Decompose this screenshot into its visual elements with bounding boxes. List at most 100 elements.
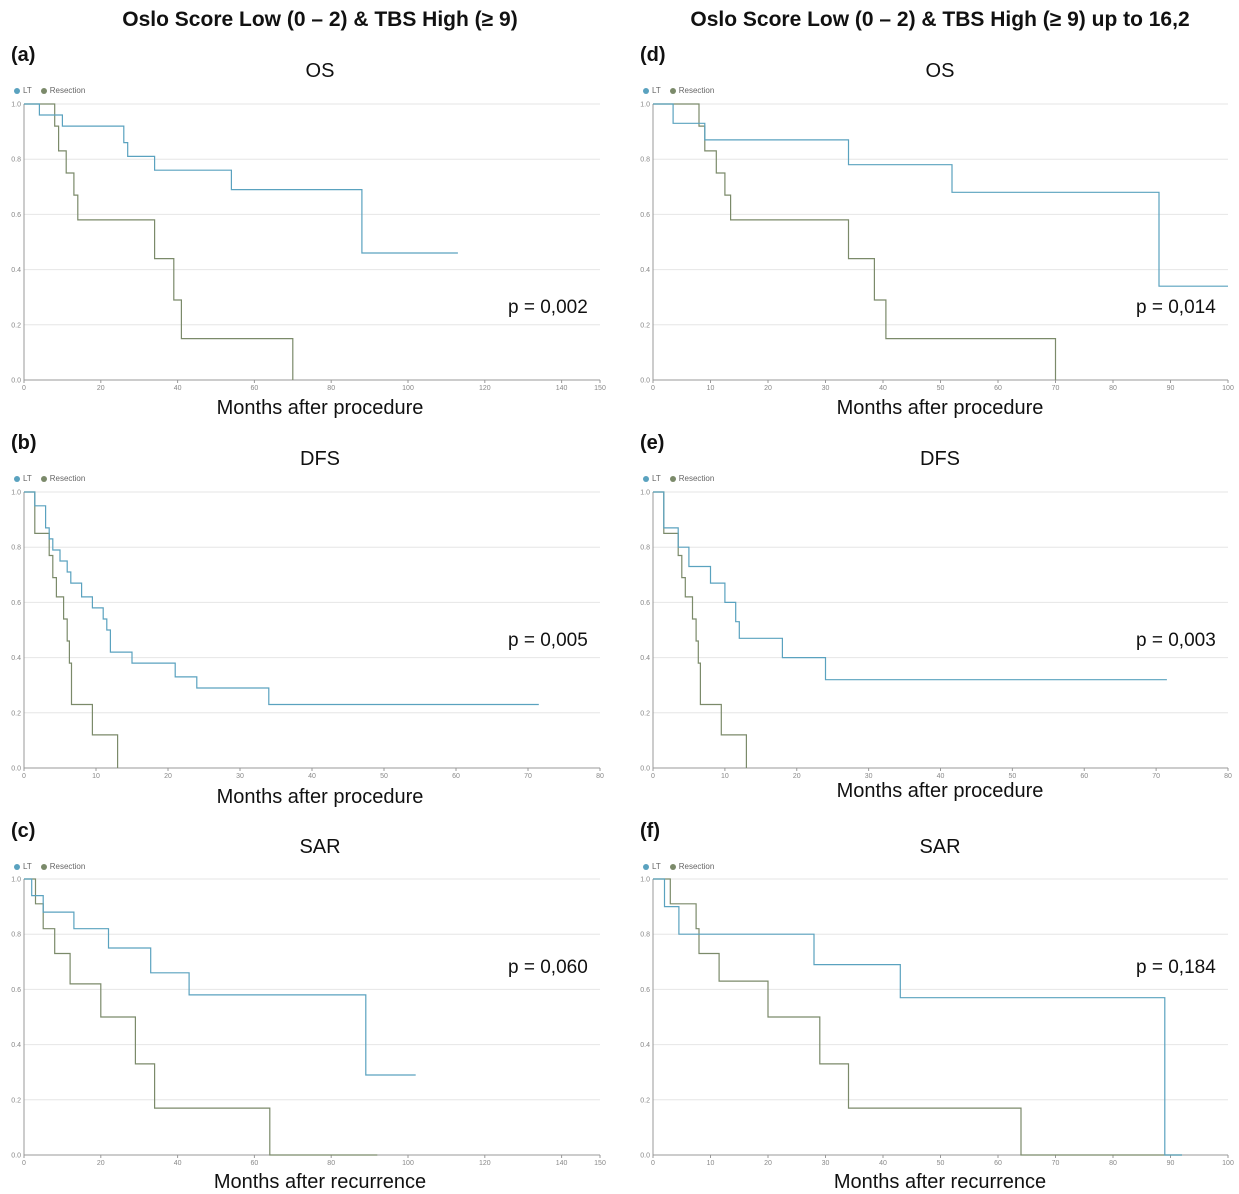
x-tick-label: 10	[707, 385, 715, 392]
y-tick-label: 0.6	[11, 212, 21, 219]
p-value-a: p = 0,002	[508, 297, 588, 318]
legend-label-lt: LT	[652, 474, 661, 483]
y-tick-label: 1.0	[11, 877, 21, 884]
x-tick-label: 10	[707, 1160, 715, 1167]
x-axis-label-b: Months after procedure	[216, 786, 424, 808]
column-title-right: Oslo Score Low (0 – 2) & TBS High (≥ 9) …	[690, 8, 1190, 31]
y-tick-label: 0.0	[640, 766, 650, 773]
series-line-resection	[653, 491, 747, 768]
x-tick-label: 150	[594, 385, 606, 392]
x-tick-label: 20	[164, 773, 172, 780]
legend-item-lt: LT	[14, 474, 32, 483]
x-tick-label: 40	[308, 773, 316, 780]
x-tick-label: 30	[865, 773, 873, 780]
x-tick-label: 80	[1224, 773, 1232, 780]
x-tick-label: 80	[596, 773, 604, 780]
y-tick-label: 1.0	[640, 102, 650, 109]
y-tick-label: 0.2	[11, 1097, 21, 1104]
y-tick-label: 0.0	[640, 378, 650, 385]
series-line-resection	[24, 103, 294, 380]
x-tick-label: 80	[327, 1160, 335, 1167]
legend-item-lt: LT	[14, 86, 32, 95]
panel-label-f: (f)	[640, 820, 660, 842]
x-tick-label: 60	[1080, 773, 1088, 780]
y-tick-label: 0.0	[640, 1153, 650, 1160]
x-tick-label: 40	[879, 1160, 887, 1167]
legend-e: LT Resection	[643, 474, 714, 483]
panel-title-b: DFS	[300, 448, 340, 470]
x-tick-label: 0	[22, 385, 26, 392]
x-tick-label: 60	[251, 385, 259, 392]
y-tick-label: 0.4	[11, 1042, 21, 1049]
legend-label-lt: LT	[23, 86, 32, 95]
x-tick-label: 60	[251, 1160, 259, 1167]
x-tick-label: 10	[92, 773, 100, 780]
legend-item-lt: LT	[14, 862, 32, 871]
y-tick-label: 0.0	[11, 766, 21, 773]
x-tick-label: 70	[1052, 385, 1060, 392]
x-tick-label: 80	[1109, 1160, 1117, 1167]
legend-dot-lt	[14, 475, 20, 482]
x-tick-label: 40	[879, 385, 887, 392]
series-line-lt	[653, 491, 1167, 681]
series-line-lt	[24, 491, 539, 706]
x-tick-label: 40	[937, 773, 945, 780]
x-tick-label: 20	[764, 385, 772, 392]
legend-f: LT Resection	[643, 862, 714, 871]
x-tick-label: 60	[994, 1160, 1002, 1167]
plot-c: 0.0 0.2 0.4 0.6 0.8 1.0 0 20 40 60 80 100 120 140 150	[11, 877, 606, 1168]
legend-dot-lt	[643, 87, 649, 94]
y-tick-label: 0.4	[11, 267, 21, 274]
x-tick-label: 100	[402, 1160, 414, 1167]
y-tick-label: 0.6	[640, 987, 650, 994]
x-tick-label: 80	[327, 385, 335, 392]
legend-label-resection: Resection	[678, 474, 715, 483]
y-tick-label: 0.4	[640, 655, 650, 662]
series-line-resection	[24, 491, 119, 768]
legend-dot-lt	[14, 863, 20, 870]
series-line-lt	[24, 878, 416, 1076]
panel-label-c: (c)	[11, 820, 36, 842]
x-tick-label: 100	[1222, 385, 1234, 392]
plot-a: 0.0 0.2 0.4 0.6 0.8 1.0 0 20 40 60 80 100 120 140 150	[11, 102, 606, 393]
x-axis-label-a: Months after procedure	[216, 397, 424, 419]
series-line-lt	[653, 878, 1182, 1156]
legend-item-resection: Resection	[669, 862, 714, 871]
legend-dot-lt	[643, 863, 649, 870]
legend-item-resection: Resection	[669, 86, 715, 95]
x-tick-label: 0	[651, 773, 655, 780]
plot-d: 0.0 0.2 0.4 0.6 0.8 1.0 0 10 20 30 40 50 60 70 80 90 100	[640, 102, 1234, 393]
x-tick-label: 50	[937, 385, 945, 392]
series-line-lt	[24, 103, 458, 254]
legend-label-resection: Resection	[49, 474, 86, 483]
legend-dot-lt	[643, 475, 649, 482]
legend-label-lt: LT	[23, 474, 32, 483]
legend-label-lt: LT	[652, 862, 661, 871]
x-tick-label: 70	[1052, 1160, 1060, 1167]
y-tick-label: 0.0	[11, 378, 21, 385]
legend-item-lt: LT	[643, 86, 661, 95]
x-tick-label: 40	[174, 385, 182, 392]
x-tick-label: 100	[1222, 1160, 1234, 1167]
plot-e: 0.0 0.2 0.4 0.6 0.8 1.0 0 10 20 30 40 50 60 70 80	[640, 490, 1232, 781]
p-value-e: p = 0,003	[1136, 630, 1216, 651]
y-tick-label: 0.4	[640, 1042, 650, 1049]
y-tick-label: 1.0	[640, 490, 650, 497]
legend-item-lt: LT	[643, 862, 661, 871]
plot-b: 0.0 0.2 0.4 0.6 0.8 1.0 0 10 20 30 40 50 60 70 80	[11, 490, 604, 781]
y-tick-label: 1.0	[11, 490, 21, 497]
panel-label-b: (b)	[11, 432, 37, 454]
series-line-lt	[653, 103, 1228, 287]
legend-a: LT Resection	[14, 86, 85, 95]
x-tick-label: 0	[22, 773, 26, 780]
series-line-resection	[24, 878, 378, 1156]
x-axis-label-f: Months after recurrence	[833, 1171, 1047, 1193]
x-tick-label: 150	[594, 1160, 606, 1167]
x-tick-label: 120	[479, 385, 491, 392]
x-tick-label: 0	[651, 385, 655, 392]
p-value-d: p = 0,014	[1136, 297, 1216, 318]
legend-d: LT Resection	[643, 86, 714, 95]
legend-label-resection: Resection	[49, 862, 86, 871]
x-tick-label: 90	[1167, 1160, 1175, 1167]
legend-label-resection: Resection	[678, 86, 715, 95]
